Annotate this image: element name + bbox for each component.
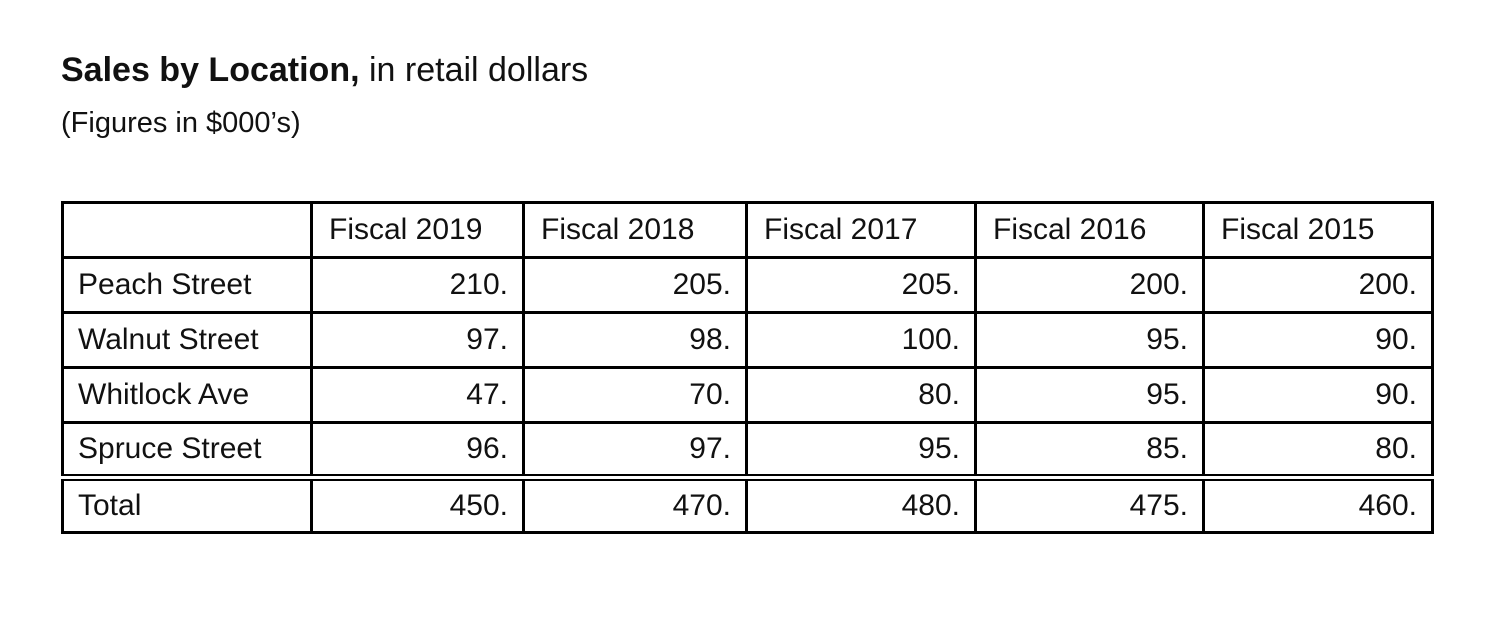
cell-value: 98. — [522, 311, 748, 369]
sales-table: Fiscal 2019 Fiscal 2018 Fiscal 2017 Fisc… — [61, 201, 1434, 534]
total-row: Total 450. 470. 480. 475. 460. — [61, 474, 1434, 534]
total-value: 480. — [745, 474, 977, 534]
cell-value: 200. — [974, 256, 1205, 314]
column-header: Fiscal 2017 — [745, 201, 977, 259]
total-value: 470. — [522, 474, 748, 534]
table-row: Whitlock Ave 47. 70. 80. 95. 90. — [61, 366, 1434, 424]
cell-value: 85. — [974, 421, 1205, 479]
column-header: Fiscal 2018 — [522, 201, 748, 259]
total-value: 475. — [974, 474, 1205, 534]
cell-value: 90. — [1202, 366, 1434, 424]
table-row: Peach Street 210. 205. 205. 200. 200. — [61, 256, 1434, 314]
column-header: Fiscal 2015 — [1202, 201, 1434, 259]
row-label: Whitlock Ave — [61, 366, 313, 424]
row-label: Spruce Street — [61, 421, 313, 479]
total-label: Total — [61, 474, 313, 534]
cell-value: 80. — [1202, 421, 1434, 479]
page-title: Sales by Location, in retail dollars — [61, 50, 588, 90]
title-bold: Sales by Location, — [61, 51, 360, 89]
cell-value: 200. — [1202, 256, 1434, 314]
cell-value: 95. — [974, 311, 1205, 369]
cell-value: 96. — [310, 421, 525, 479]
column-header: Fiscal 2019 — [310, 201, 525, 259]
cell-value: 95. — [745, 421, 977, 479]
column-header-blank — [61, 201, 313, 259]
cell-value: 80. — [745, 366, 977, 424]
cell-value: 210. — [310, 256, 525, 314]
cell-value: 90. — [1202, 311, 1434, 369]
row-label: Walnut Street — [61, 311, 313, 369]
cell-value: 205. — [745, 256, 977, 314]
page-subtitle: (Figures in $000’s) — [61, 107, 301, 139]
cell-value: 100. — [745, 311, 977, 369]
column-header: Fiscal 2016 — [974, 201, 1205, 259]
cell-value: 205. — [522, 256, 748, 314]
cell-value: 70. — [522, 366, 748, 424]
total-value: 450. — [310, 474, 525, 534]
table-row: Spruce Street 96. 97. 95. 85. 80. — [61, 421, 1434, 479]
table-row: Walnut Street 97. 98. 100. 95. 90. — [61, 311, 1434, 369]
cell-value: 97. — [522, 421, 748, 479]
title-rest: in retail dollars — [359, 51, 589, 89]
cell-value: 47. — [310, 366, 525, 424]
header-row: Fiscal 2019 Fiscal 2018 Fiscal 2017 Fisc… — [61, 201, 1434, 259]
row-label: Peach Street — [61, 256, 313, 314]
total-value: 460. — [1202, 474, 1434, 534]
cell-value: 97. — [310, 311, 525, 369]
cell-value: 95. — [974, 366, 1205, 424]
